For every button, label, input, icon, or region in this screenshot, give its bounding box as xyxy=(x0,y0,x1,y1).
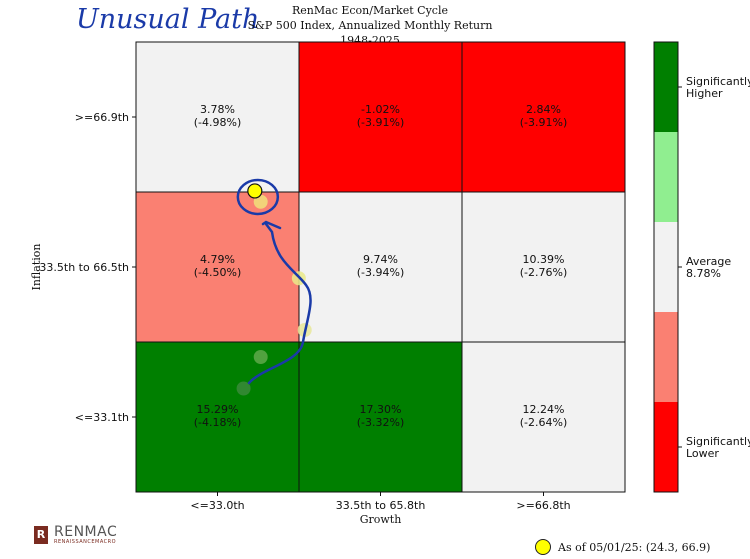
cell-value-2: 2.84% xyxy=(526,103,561,116)
logo-subtext: RENAISSANCEMACRO xyxy=(54,539,117,545)
x-tick-label-1: 33.5th to 65.8th xyxy=(336,499,426,512)
cell-subvalue-8: (-2.64%) xyxy=(520,416,568,429)
colorbar-segment-3 xyxy=(654,312,678,402)
colorbar-segment-1 xyxy=(654,132,678,222)
cell-subvalue-5: (-2.76%) xyxy=(520,266,568,279)
colorbar-segment-2 xyxy=(654,222,678,312)
y-tick-label-1: 33.5th to 66.5th xyxy=(39,261,129,274)
y-tick-label-2: >=66.9th xyxy=(75,111,129,124)
cell-value-8: 12.24% xyxy=(523,403,565,416)
current-point-legend-icon xyxy=(535,539,551,555)
path-point-1 xyxy=(254,350,268,364)
x-tick-label-0: <=33.0th xyxy=(190,499,244,512)
cell-value-5: 10.39% xyxy=(523,253,565,266)
as-of-legend: As of 05/01/25: (24.3, 66.9) xyxy=(535,539,710,555)
cell-value-3: 4.79% xyxy=(200,253,235,266)
y-tick-label-0: <=33.1th xyxy=(75,411,129,424)
colorbar-label-1-1: 8.78% xyxy=(686,267,721,280)
colorbar-segment-4 xyxy=(654,402,678,492)
cell-value-0: 3.78% xyxy=(200,103,235,116)
cell-subvalue-6: (-4.18%) xyxy=(194,416,242,429)
renmac-logo: R RENMAC RENAISSANCEMACRO xyxy=(34,525,117,545)
cell-subvalue-3: (-4.50%) xyxy=(194,266,242,279)
as-of-label: As of 05/01/25: (24.3, 66.9) xyxy=(558,541,710,554)
x-axis-label: Growth xyxy=(360,513,402,526)
cell-subvalue-0: (-4.98%) xyxy=(194,116,242,129)
y-axis-label: Inflation xyxy=(30,244,43,291)
cell-subvalue-4: (-3.94%) xyxy=(357,266,405,279)
logo-mark-icon: R xyxy=(34,526,48,544)
logo-wordmark: RENMAC xyxy=(54,525,117,539)
colorbar-segment-0 xyxy=(654,42,678,132)
cell-value-4: 9.74% xyxy=(363,253,398,266)
cell-subvalue-2: (-3.91%) xyxy=(520,116,568,129)
path-point-5 xyxy=(248,184,262,198)
x-tick-label-2: >=66.8th xyxy=(516,499,570,512)
cell-value-6: 15.29% xyxy=(197,403,239,416)
colorbar-label-2-1: Lower xyxy=(686,447,719,460)
cell-value-1: -1.02% xyxy=(361,103,400,116)
cell-value-7: 17.30% xyxy=(360,403,402,416)
colorbar-label-0-1: Higher xyxy=(686,87,723,100)
cell-subvalue-1: (-3.91%) xyxy=(357,116,405,129)
cell-subvalue-7: (-3.32%) xyxy=(357,416,405,429)
